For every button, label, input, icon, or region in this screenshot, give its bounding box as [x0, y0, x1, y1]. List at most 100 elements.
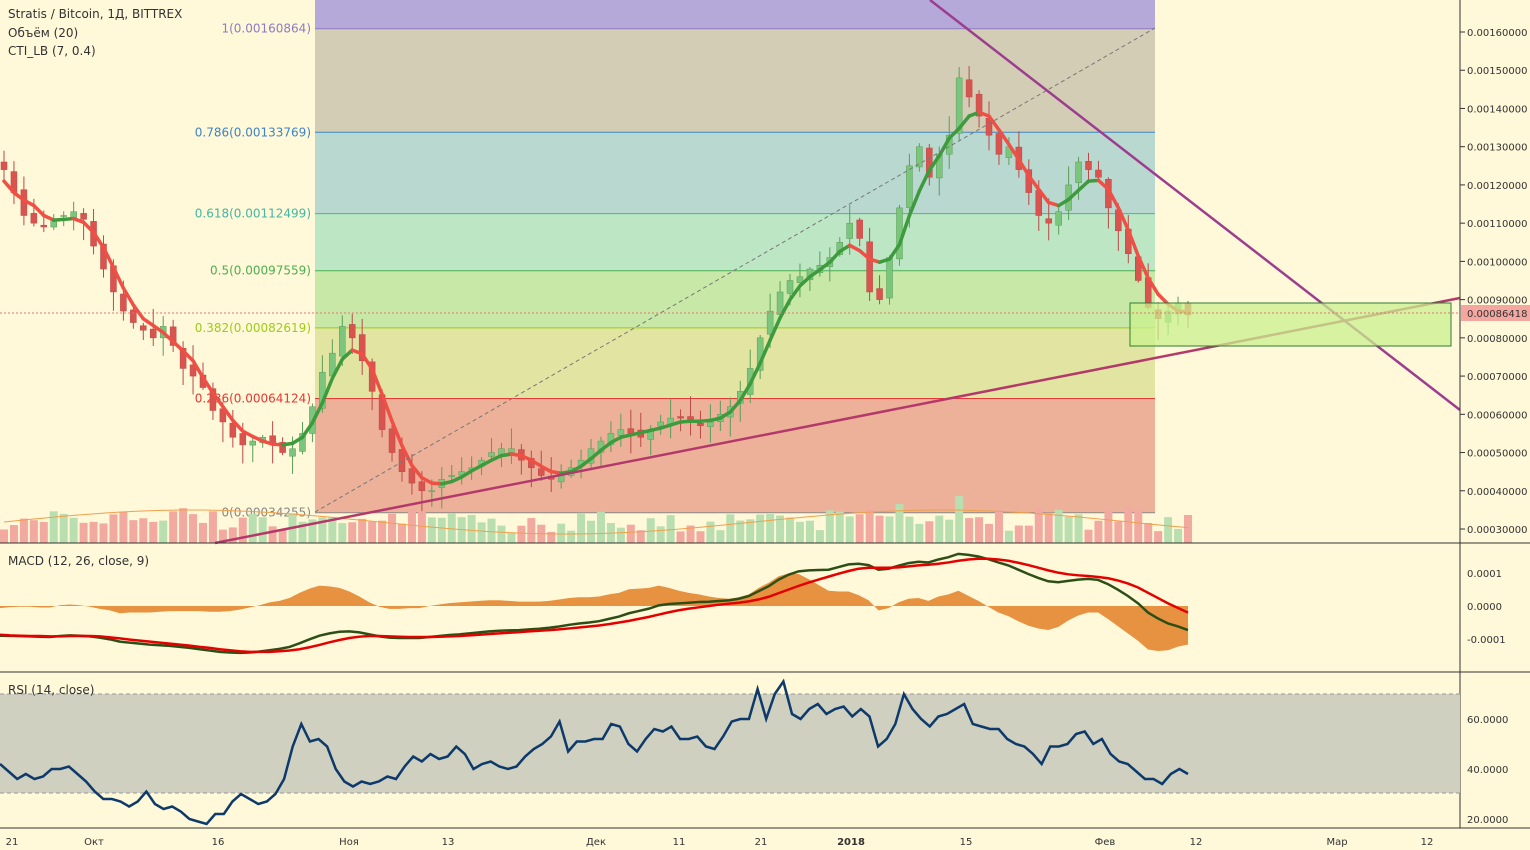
candle-body: [796, 276, 804, 283]
volume-bar: [69, 517, 78, 543]
volume-bar: [169, 511, 178, 543]
candle-body: [488, 452, 495, 457]
cti-segment: [937, 136, 951, 158]
cti-segment: [529, 458, 544, 469]
volume-bar: [1024, 525, 1033, 543]
cti-segment: [1007, 142, 1021, 162]
candle-body: [348, 324, 356, 339]
macd-legend[interactable]: MACD (12, 26, close, 9): [8, 554, 149, 568]
cti-segment: [211, 391, 225, 409]
cti-legend[interactable]: CTI_LB (7, 0.4): [8, 44, 96, 58]
volume-bar: [905, 516, 914, 543]
volume-bar: [318, 517, 327, 543]
cti-segment: [310, 401, 325, 425]
fib-retracement[interactable]: [315, 0, 1155, 514]
volume-bar: [228, 527, 237, 543]
cti-segment: [469, 463, 484, 473]
symbol-title[interactable]: Stratis / Bitcoin, 1Д, BITTREX: [8, 7, 182, 21]
rsi-legend[interactable]: RSI (14, close): [8, 683, 94, 697]
cti-segment: [330, 357, 345, 381]
volume-bar: [189, 514, 198, 543]
volume-bar: [198, 522, 207, 543]
volume-bar: [208, 511, 217, 543]
volume-bar: [955, 496, 964, 543]
volume-bar: [547, 531, 556, 543]
volume-bar: [616, 527, 625, 543]
cti-segment: [131, 303, 146, 321]
candle-body: [617, 429, 625, 436]
time-tick-label: 12: [1421, 837, 1434, 848]
cti-segment: [171, 339, 185, 353]
volume-bar: [696, 531, 705, 543]
volume-bar: [666, 515, 675, 543]
cti-segment: [370, 367, 384, 397]
candle-body: [289, 448, 296, 457]
cti-segment: [459, 469, 474, 479]
candle-body: [388, 428, 396, 453]
volume-bar: [825, 510, 834, 543]
volume-bar: [139, 518, 148, 543]
cti-segment: [320, 376, 335, 405]
volume-bar: [756, 514, 765, 543]
volume-bar: [567, 530, 576, 543]
cti-segment: [1096, 178, 1111, 192]
volume-bar: [39, 521, 48, 543]
cti-segment: [1116, 206, 1131, 232]
volume-bar: [368, 521, 377, 543]
fib-zone-1: [315, 132, 1155, 214]
volume-bar: [1174, 528, 1183, 543]
candle-body: [299, 433, 306, 452]
time-tick-label: 12: [1190, 837, 1203, 848]
drawing-tools[interactable]: [0, 0, 1461, 545]
price-tick-label: 0.00150000: [1467, 66, 1527, 77]
candle-body: [319, 372, 326, 409]
cti-segment: [221, 404, 235, 423]
cti-segment: [191, 359, 205, 380]
volume-bar: [447, 513, 456, 543]
target-zone-rect[interactable]: [1129, 302, 1452, 347]
cti-segment: [1126, 228, 1141, 258]
cti-segment: [201, 375, 215, 395]
price-tick-label: 0.00030000: [1467, 525, 1527, 536]
cti-segment: [390, 419, 404, 448]
cti-segment: [410, 463, 424, 480]
volume-legend[interactable]: Объём (20): [8, 26, 78, 40]
macd-tick-label: -0.0001: [1467, 635, 1506, 646]
cti-segment: [599, 440, 613, 452]
price-tick-label: 0.00060000: [1467, 410, 1527, 421]
volume-bar: [298, 521, 307, 543]
macd-tick-label: 0.0001: [1467, 569, 1502, 580]
time-axis[interactable]: 21 Окт 16 Ноя 13 Дек 11 21 2018 15 Фев 12 Мар 12: [6, 837, 1434, 848]
last-price-tag-bg: [1461, 305, 1530, 321]
price-axis[interactable]: 0.00160000 0.00150000 0.00140000 0.00130000…: [1460, 28, 1527, 826]
cti-segment: [728, 398, 743, 414]
candle-body: [189, 364, 197, 377]
volume-bar: [348, 522, 357, 543]
candle-body: [428, 490, 436, 493]
cti-segment: [1066, 188, 1081, 202]
candle-body: [677, 416, 684, 419]
candle-body: [140, 325, 147, 331]
volume-bar: [1074, 514, 1083, 543]
cti-segment: [788, 284, 802, 302]
candle-body: [707, 421, 714, 427]
volume-bar: [417, 511, 426, 543]
cti-segment: [360, 352, 374, 371]
candle-body: [786, 280, 794, 294]
macd-tick-label: 0.0000: [1467, 602, 1502, 613]
candle-body: [448, 475, 455, 478]
price-tick-label: 0.00070000: [1467, 372, 1527, 383]
volume-bar: [656, 526, 665, 543]
volume-bar: [129, 520, 138, 543]
volume-bar: [855, 514, 864, 543]
volume-bar: [746, 519, 755, 543]
rsi-pane: [0, 678, 1460, 826]
volume-bar: [179, 508, 188, 543]
volume-bar: [1144, 522, 1153, 543]
candle-body: [846, 222, 853, 239]
fib-level-label: 0.618(0.00112499): [195, 207, 311, 221]
volume-ma-line: [3, 509, 1189, 535]
volume-bar: [925, 521, 934, 543]
volume-bar: [407, 509, 416, 543]
